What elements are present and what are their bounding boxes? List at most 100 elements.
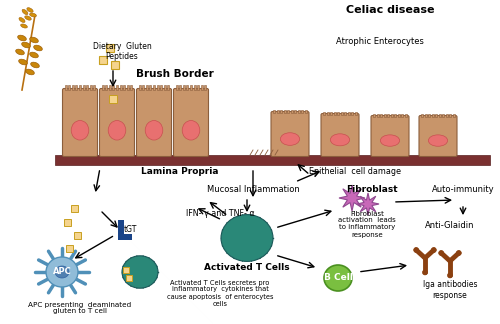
Bar <box>291 110 292 113</box>
Ellipse shape <box>16 49 24 55</box>
Bar <box>422 114 423 117</box>
Bar <box>380 114 382 117</box>
Bar <box>68 85 70 90</box>
Ellipse shape <box>27 8 33 12</box>
Ellipse shape <box>456 250 462 256</box>
Bar <box>153 85 155 90</box>
Ellipse shape <box>30 62 40 68</box>
Bar <box>274 110 275 113</box>
Ellipse shape <box>145 121 163 140</box>
Text: Fibroblast: Fibroblast <box>346 186 398 194</box>
Bar <box>436 114 437 117</box>
Bar <box>86 85 88 90</box>
Bar <box>200 85 202 90</box>
Bar <box>118 234 132 240</box>
Text: Lamina Propria: Lamina Propria <box>142 168 219 177</box>
Bar <box>111 61 119 69</box>
Text: Atrophic Enterocytes: Atrophic Enterocytes <box>336 38 424 47</box>
Ellipse shape <box>26 69 35 75</box>
Ellipse shape <box>330 134 349 146</box>
Ellipse shape <box>422 270 428 275</box>
Bar <box>348 112 350 115</box>
Bar <box>341 112 342 115</box>
Bar <box>194 85 196 90</box>
Ellipse shape <box>324 265 352 291</box>
Ellipse shape <box>34 45 42 51</box>
Bar <box>55 155 490 165</box>
Text: Fibroblast
activation  leads
to inflammatory
response: Fibroblast activation leads to inflammat… <box>338 211 396 237</box>
Bar <box>388 114 389 117</box>
Ellipse shape <box>18 59 28 65</box>
Ellipse shape <box>432 248 436 252</box>
Bar <box>330 112 332 115</box>
Ellipse shape <box>30 13 36 17</box>
FancyBboxPatch shape <box>321 113 359 156</box>
FancyBboxPatch shape <box>62 88 98 156</box>
Bar <box>183 85 185 90</box>
Ellipse shape <box>438 250 444 256</box>
Ellipse shape <box>428 135 448 146</box>
Bar <box>160 85 162 90</box>
Ellipse shape <box>380 135 400 146</box>
Bar <box>109 85 111 90</box>
Bar <box>180 85 182 90</box>
Bar <box>284 110 286 113</box>
Bar <box>112 85 114 90</box>
Ellipse shape <box>414 248 418 252</box>
Bar <box>76 85 78 90</box>
Bar <box>82 85 84 90</box>
Bar <box>106 44 114 52</box>
Bar <box>118 220 124 240</box>
Text: tGT: tGT <box>124 226 136 235</box>
Bar <box>298 110 300 113</box>
Text: Activated T Cells secretes pro
inflammatory  cytokines that
cause apoptosis  of : Activated T Cells secretes pro inflammat… <box>167 280 273 307</box>
Bar <box>294 110 296 113</box>
Text: Mucosal Inflammation: Mucosal Inflammation <box>206 186 300 194</box>
Bar <box>394 114 396 117</box>
FancyBboxPatch shape <box>419 115 457 156</box>
Bar <box>74 232 81 239</box>
Bar <box>72 85 74 90</box>
Bar <box>139 85 141 90</box>
Bar <box>334 112 336 115</box>
Polygon shape <box>339 185 365 211</box>
Bar <box>377 114 378 117</box>
Bar <box>142 85 144 90</box>
Ellipse shape <box>108 121 126 140</box>
Bar <box>109 95 117 103</box>
Bar <box>280 110 282 113</box>
Bar <box>176 85 178 90</box>
Ellipse shape <box>221 214 273 261</box>
Bar <box>442 114 444 117</box>
Bar <box>102 85 104 90</box>
Ellipse shape <box>24 16 32 20</box>
Bar <box>164 85 166 90</box>
Bar <box>338 112 339 115</box>
Bar <box>446 114 448 117</box>
Bar <box>123 85 125 90</box>
Text: Celiac disease: Celiac disease <box>346 5 434 15</box>
FancyBboxPatch shape <box>136 88 172 156</box>
Bar <box>99 56 107 64</box>
Ellipse shape <box>22 9 28 15</box>
Ellipse shape <box>20 24 28 28</box>
Bar <box>302 110 303 113</box>
Bar <box>90 85 92 90</box>
FancyBboxPatch shape <box>371 115 409 156</box>
Bar <box>150 85 152 90</box>
Ellipse shape <box>55 266 69 278</box>
Text: APC presenting  deaminated
gluten to T cell: APC presenting deaminated gluten to T ce… <box>28 302 132 315</box>
Bar <box>405 114 406 117</box>
FancyBboxPatch shape <box>100 88 134 156</box>
Text: Activated T Cells: Activated T Cells <box>204 263 290 272</box>
Bar <box>425 114 426 117</box>
Text: B Cell: B Cell <box>324 273 352 283</box>
Bar <box>391 114 392 117</box>
Bar <box>116 85 118 90</box>
Bar <box>123 267 129 273</box>
Bar <box>288 110 289 113</box>
Bar <box>453 114 454 117</box>
Polygon shape <box>357 193 379 215</box>
Bar <box>355 112 356 115</box>
Bar <box>450 114 451 117</box>
